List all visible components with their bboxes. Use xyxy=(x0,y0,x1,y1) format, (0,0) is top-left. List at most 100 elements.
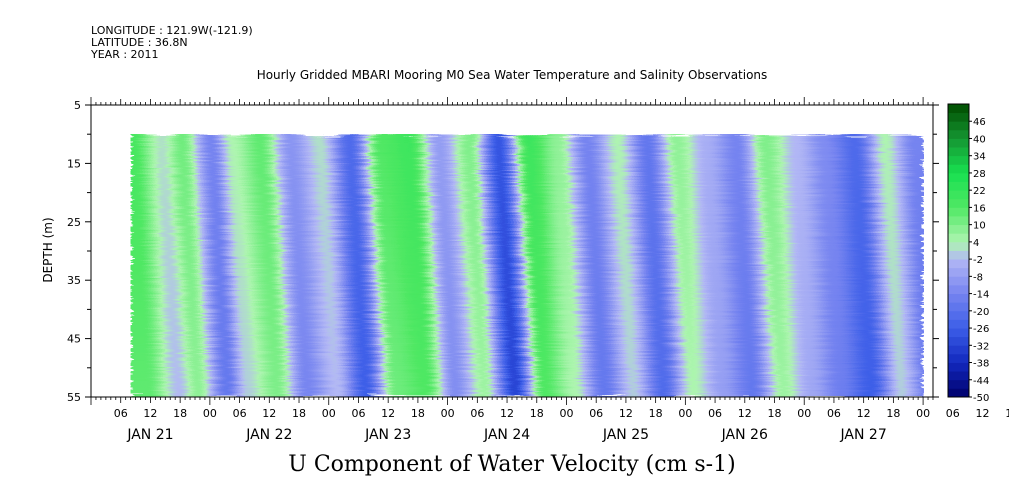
heatmap-cell xyxy=(918,151,922,162)
heatmap-cell xyxy=(611,160,615,170)
heatmap-cell xyxy=(239,178,243,188)
heatmap-cell xyxy=(395,134,399,144)
heatmap-cell xyxy=(521,186,525,197)
heatmap-cell xyxy=(269,160,273,170)
heatmap-cell xyxy=(303,239,308,249)
heatmap-cell xyxy=(303,256,308,267)
heatmap-cell xyxy=(776,248,781,258)
heatmap-cell xyxy=(588,221,592,232)
heatmap-cell xyxy=(355,134,360,144)
heatmap-cell xyxy=(254,169,258,179)
heatmap-cell xyxy=(318,230,322,240)
heatmap-cell xyxy=(286,160,290,170)
heatmap-cell xyxy=(702,230,706,240)
heatmap-cell xyxy=(271,265,275,275)
heatmap-cell xyxy=(866,134,870,144)
heatmap-cell xyxy=(816,230,820,240)
heatmap-cell xyxy=(343,248,347,258)
heatmap-cell xyxy=(157,256,161,267)
heatmap-cell xyxy=(848,169,852,179)
heatmap-cell xyxy=(573,160,577,170)
heatmap-cell xyxy=(284,169,288,179)
heatmap-cell xyxy=(616,204,620,214)
heatmap-cell xyxy=(648,142,652,153)
heatmap-cell xyxy=(499,195,503,205)
heatmap-cell xyxy=(791,186,795,197)
heatmap-cell xyxy=(648,248,652,258)
heatmap-cell xyxy=(526,213,530,223)
heatmap-cell xyxy=(876,204,880,214)
heatmap-cell xyxy=(274,213,278,223)
heatmap-cell xyxy=(403,239,407,249)
heatmap-cell xyxy=(432,178,436,188)
heatmap-cell xyxy=(843,213,847,223)
heatmap-cell xyxy=(378,256,382,267)
heatmap-cell xyxy=(457,151,461,162)
heatmap-cell xyxy=(160,248,164,258)
heatmap-cell xyxy=(281,204,285,214)
heatmap-cell xyxy=(625,248,629,258)
heatmap-cell xyxy=(214,256,218,267)
heatmap-cell xyxy=(690,230,694,240)
heatmap-cell xyxy=(417,186,421,197)
heatmap-cell xyxy=(710,239,714,249)
heatmap-cell xyxy=(806,248,810,258)
heatmap-cell xyxy=(583,169,587,179)
heatmap-cell xyxy=(779,213,783,223)
heatmap-cell xyxy=(289,186,293,197)
heatmap-cell xyxy=(459,160,464,170)
heatmap-cell xyxy=(598,265,602,275)
heatmap-cell xyxy=(804,142,808,153)
heatmap-cell xyxy=(598,248,602,258)
heatmap-cell xyxy=(407,230,412,240)
heatmap-cell xyxy=(199,239,204,249)
heatmap-cell xyxy=(620,169,625,179)
heatmap-cell xyxy=(801,195,805,205)
heatmap-cell xyxy=(742,151,746,162)
heatmap-cell xyxy=(150,213,154,223)
heatmap-cell xyxy=(430,186,434,197)
heatmap-cell xyxy=(266,204,270,214)
heatmap-cell xyxy=(893,142,897,153)
heatmap-cell xyxy=(898,221,902,232)
heatmap-cell xyxy=(814,256,818,267)
heatmap-cell xyxy=(368,265,372,275)
heatmap-cell xyxy=(851,230,855,240)
heatmap-cell xyxy=(663,221,667,232)
heatmap-cell xyxy=(910,134,914,144)
heatmap-cell xyxy=(271,256,275,267)
heatmap-cell xyxy=(769,142,773,153)
heatmap-cell xyxy=(229,256,233,267)
heatmap-cell xyxy=(635,256,639,267)
heatmap-cell xyxy=(809,151,813,162)
heatmap-cell xyxy=(715,178,719,188)
heatmap-cell xyxy=(286,134,290,144)
heatmap-cell xyxy=(853,239,857,249)
heatmap-cell xyxy=(239,256,243,267)
heatmap-cell xyxy=(219,160,223,170)
heatmap-cell xyxy=(628,178,632,188)
heatmap-cell xyxy=(306,169,310,179)
longitude-label: LONGITUDE : 121.9W(-121.9) xyxy=(91,24,253,37)
heatmap-cell xyxy=(710,256,714,267)
heatmap-cell xyxy=(655,239,659,249)
heatmap-cell xyxy=(685,230,689,240)
heatmap-cell xyxy=(722,134,726,144)
heatmap-cell xyxy=(512,248,516,258)
heatmap-cell xyxy=(459,265,464,275)
heatmap-cell xyxy=(360,213,365,223)
heatmap-cell xyxy=(289,248,293,258)
heatmap-cell xyxy=(524,256,528,267)
heatmap-cell xyxy=(484,142,488,153)
heatmap-cell xyxy=(534,134,538,144)
heatmap-cell xyxy=(363,248,367,258)
heatmap-cell xyxy=(675,221,679,232)
heatmap-cell xyxy=(222,178,226,188)
heatmap-cell xyxy=(653,213,657,223)
heatmap-cell xyxy=(390,151,394,162)
heatmap-cell xyxy=(677,239,681,249)
heatmap-cell xyxy=(744,204,748,214)
heatmap-cell xyxy=(739,221,743,232)
heatmap-cell xyxy=(247,151,251,162)
heatmap-cell xyxy=(608,256,612,267)
